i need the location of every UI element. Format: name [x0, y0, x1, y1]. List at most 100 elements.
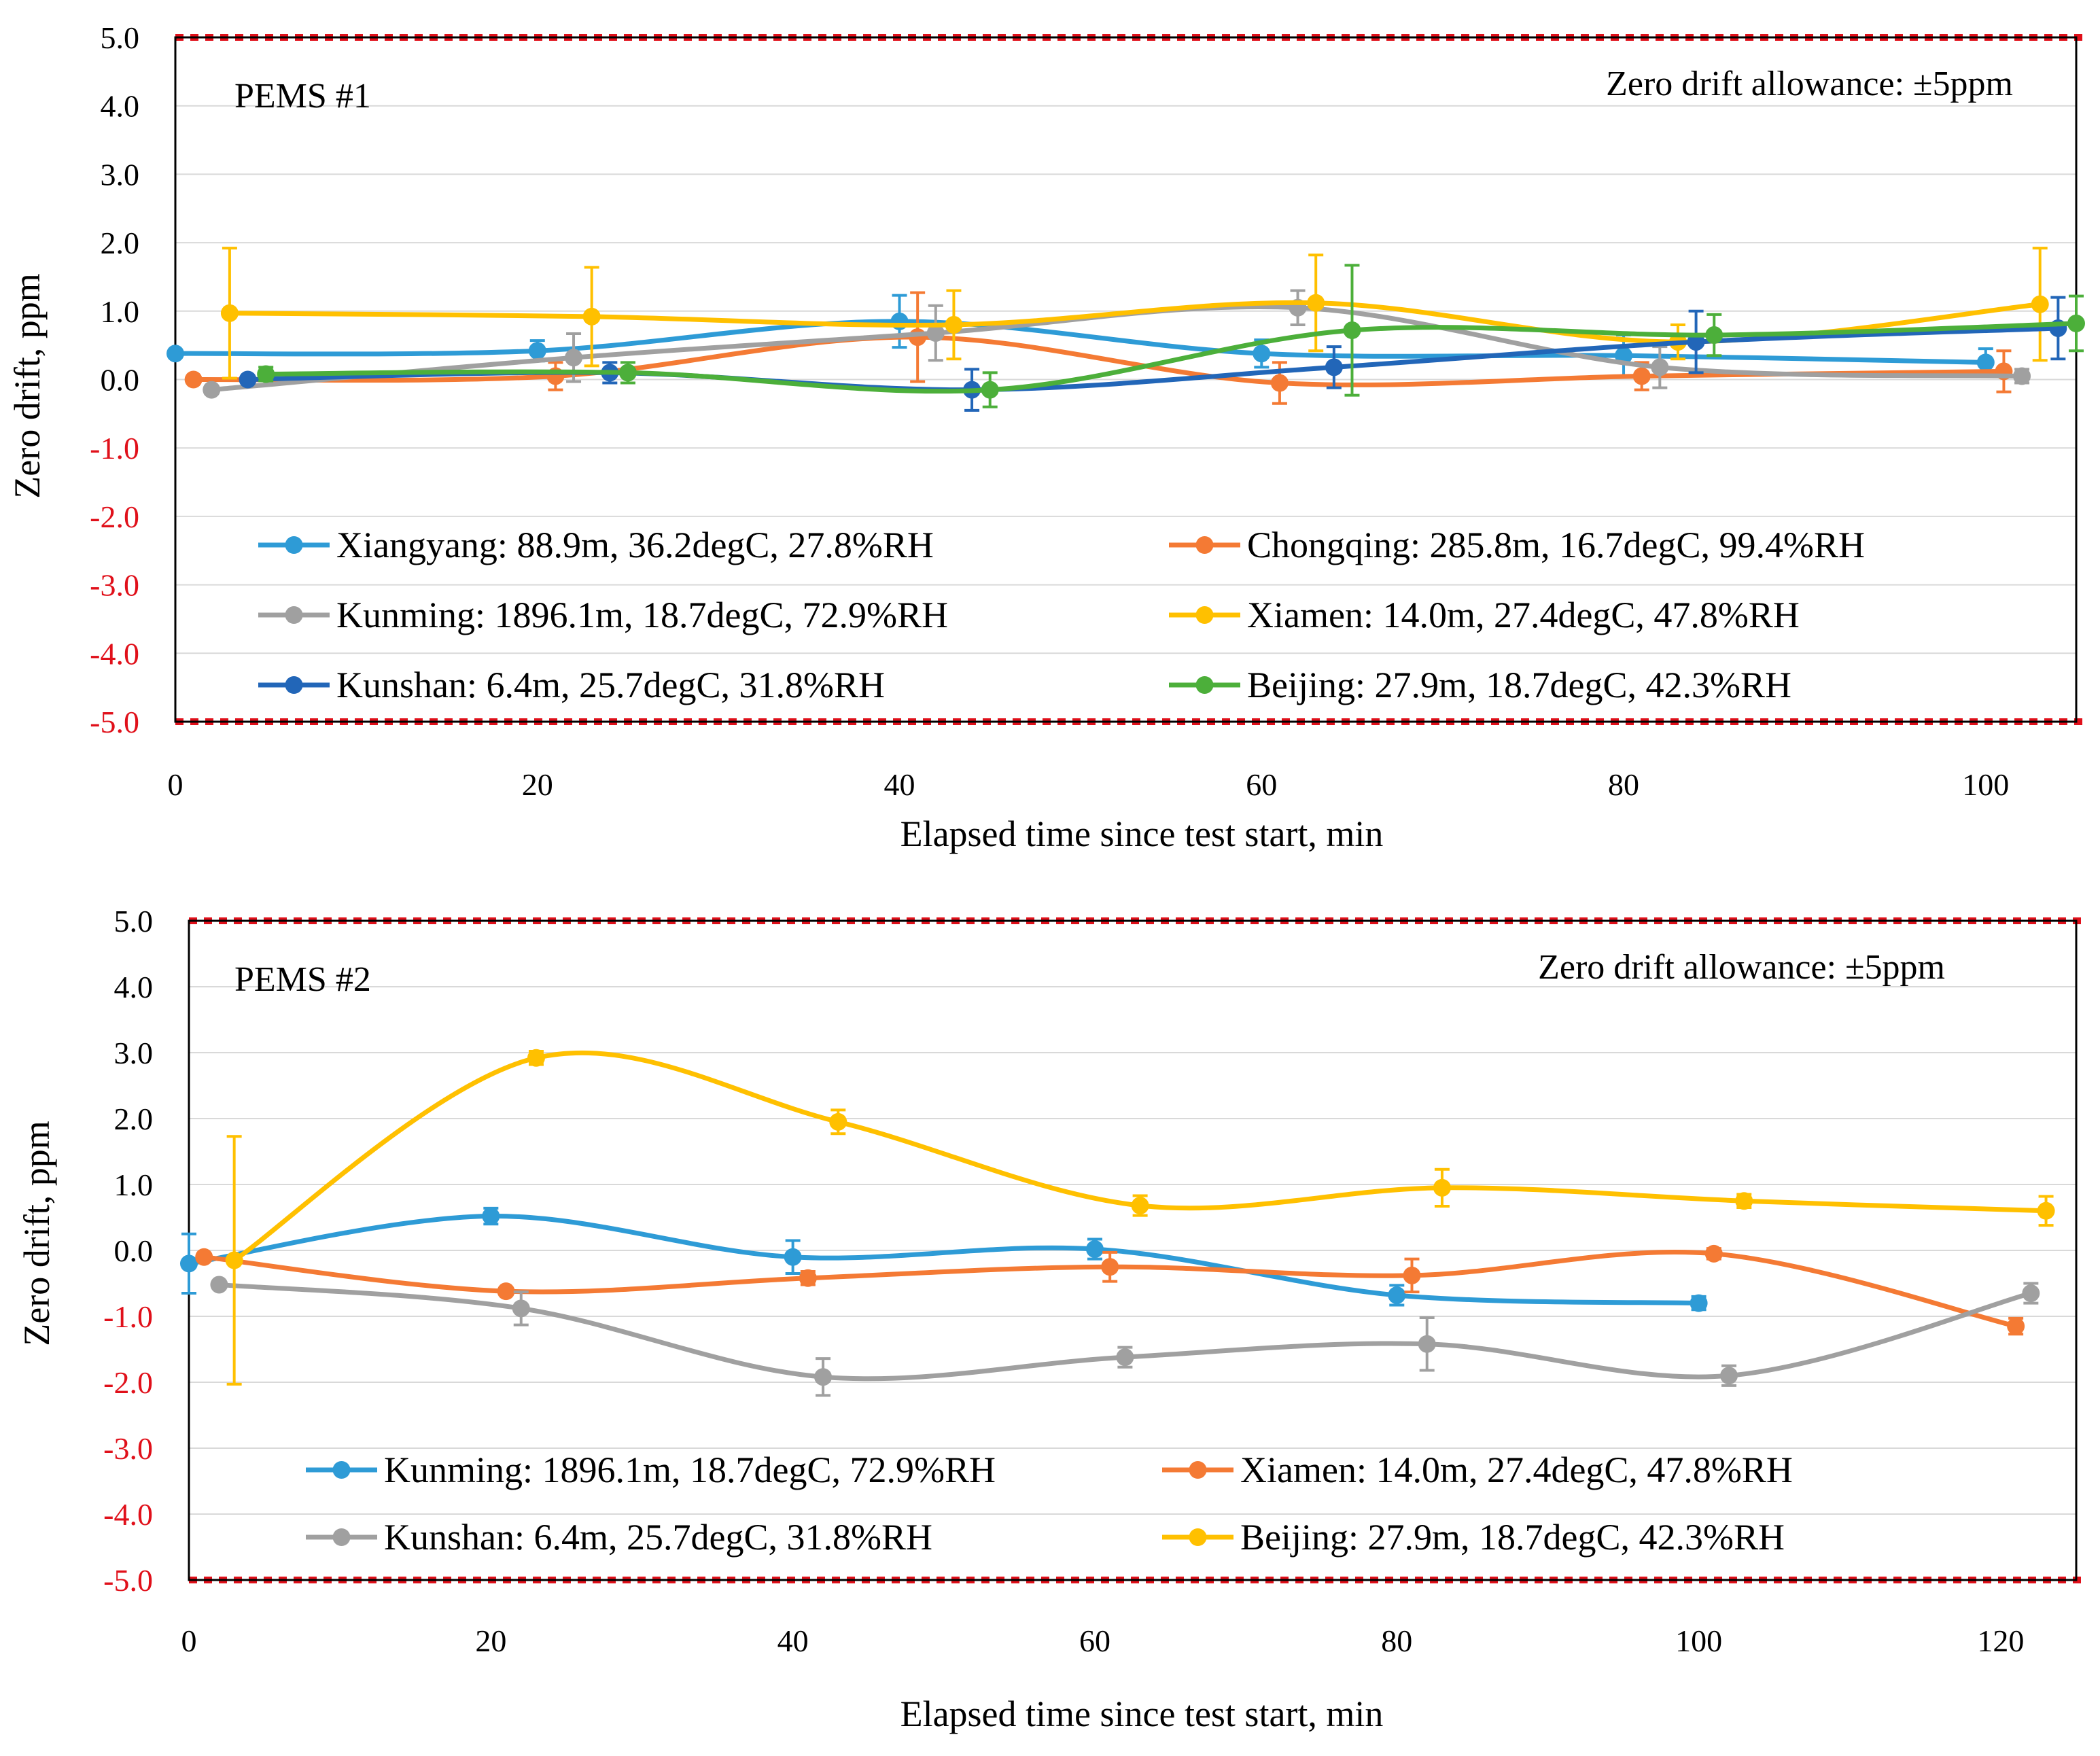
data-point	[618, 364, 637, 382]
chart-pems-2: 5.0 4.0 3.0 2.0 1.0 0.0 -1.0 -2.0 -3.0 -4.0 -5.0 0…	[16, 904, 2083, 1734]
y-tick-label: 1.0	[101, 294, 140, 329]
y-tick-label: 0.0	[101, 363, 140, 398]
data-point	[829, 1112, 847, 1131]
y-tick-label: 5.0	[114, 904, 154, 938]
data-point	[1690, 1294, 1708, 1312]
data-point	[512, 1299, 530, 1318]
data-point	[1687, 333, 1705, 351]
data-point	[1085, 1240, 1104, 1259]
legend-label: Kunming: 1896.1m, 18.7degC, 72.9%RH	[336, 595, 948, 635]
legend-label: Xiamen: 14.0m, 27.4degC, 47.8%RH	[1247, 595, 1800, 635]
legend: Kunming: 1896.1m, 18.7degC, 72.9%RH Xiame…	[306, 1450, 1793, 1558]
series-line	[263, 321, 2079, 394]
data-point	[239, 370, 257, 389]
data-point	[1325, 358, 1343, 376]
series-2	[210, 1276, 2040, 1397]
x-tick-label: 60	[1246, 767, 1277, 802]
legend-item: Xiamen: 14.0m, 27.4degC, 47.8%RH	[1169, 595, 1800, 635]
data-point	[784, 1248, 802, 1266]
data-point	[2067, 314, 2085, 332]
data-point	[482, 1207, 500, 1225]
x-axis-label: Elapsed time since test start, min	[900, 813, 1384, 854]
y-tick-label: -1.0	[103, 1299, 153, 1334]
data-point	[1101, 1258, 1119, 1276]
allowance-annotation: Zero drift allowance: ±5ppm	[1606, 65, 2013, 103]
x-tick-label: 80	[1381, 1623, 1412, 1658]
y-tick-labels: 5.0 4.0 3.0 2.0 1.0 0.0 -1.0 -2.0 -3.0 -4.0 -5.0	[90, 20, 139, 739]
legend-label: Kunshan: 6.4m, 25.7degC, 31.8%RH	[384, 1517, 932, 1558]
data-point	[203, 381, 221, 399]
data-point	[926, 324, 945, 343]
series-0	[180, 1206, 1708, 1312]
legend-item: Xiangyang: 88.9m, 36.2degC, 27.8%RH	[258, 525, 934, 565]
data-point	[2007, 1317, 2025, 1335]
allowance-annotation: Zero drift allowance: ±5ppm	[1538, 948, 1945, 987]
data-point	[497, 1282, 515, 1301]
series-group	[167, 247, 2085, 412]
y-tick-label: 1.0	[114, 1167, 154, 1202]
data-point	[1270, 374, 1289, 392]
legend-swatch-marker	[1189, 1461, 1207, 1479]
data-point	[890, 312, 909, 330]
legend-label: Xiangyang: 88.9m, 36.2degC, 27.8%RH	[336, 525, 934, 565]
legend-label: Kunming: 1896.1m, 18.7degC, 72.9%RH	[384, 1450, 996, 1490]
series-line	[186, 1214, 1702, 1306]
series-line	[232, 1050, 2049, 1263]
data-point	[1307, 294, 1325, 312]
chart-pems-1: 5.0 4.0 3.0 2.0 1.0 0.0 -1.0 -2.0 -3.0 -4.0 -5.0 0…	[7, 20, 2085, 854]
data-point	[2022, 1284, 2040, 1303]
y-tick-label: -1.0	[90, 431, 139, 466]
y-tick-label: -3.0	[90, 568, 139, 603]
y-tick-label: 0.0	[114, 1233, 154, 1268]
data-point	[1651, 358, 1669, 376]
x-tick-label: 0	[181, 1623, 197, 1658]
y-axis-label: Zero drift, ppm	[16, 1121, 57, 1346]
data-point	[1131, 1197, 1149, 1215]
y-tick-label: 4.0	[101, 89, 140, 124]
x-tick-label: 60	[1079, 1623, 1110, 1658]
data-point	[210, 1276, 228, 1294]
y-tick-label: 5.0	[101, 20, 140, 55]
data-point	[1705, 326, 1723, 345]
y-tick-label: 3.0	[101, 157, 140, 192]
data-point	[799, 1269, 817, 1287]
data-point	[180, 1254, 198, 1273]
data-point	[528, 342, 546, 360]
legend-swatch-marker	[285, 536, 303, 554]
legend-swatch-marker	[332, 1528, 351, 1546]
data-point	[2037, 1201, 2055, 1220]
data-point	[1403, 1266, 1421, 1284]
legend-item: Kunming: 1896.1m, 18.7degC, 72.9%RH	[258, 595, 948, 635]
chart-title: PEMS #1	[234, 77, 371, 116]
x-axis-label: Elapsed time since test start, min	[900, 1693, 1384, 1734]
legend: Xiangyang: 88.9m, 36.2degC, 27.8%RH Chong…	[258, 525, 1865, 705]
legend-swatch-marker	[285, 606, 303, 624]
data-point	[2031, 295, 2049, 313]
series-5	[257, 264, 2085, 408]
y-tick-label: -2.0	[103, 1365, 153, 1400]
x-tick-labels: 0 20 40 60 80 100	[168, 767, 2010, 802]
y-tick-label: 3.0	[114, 1036, 154, 1070]
x-tick-label: 40	[884, 767, 915, 802]
data-point	[167, 345, 184, 363]
legend-swatch-marker	[1195, 536, 1214, 554]
data-point	[184, 370, 203, 389]
series-1	[195, 1244, 2025, 1336]
data-point	[225, 1251, 243, 1269]
y-tick-label: 2.0	[101, 226, 140, 260]
data-point	[582, 307, 601, 326]
y-tick-label: 2.0	[114, 1102, 154, 1136]
data-point	[1704, 1244, 1723, 1263]
legend-item: Kunming: 1896.1m, 18.7degC, 72.9%RH	[306, 1450, 996, 1490]
x-tick-label: 20	[475, 1623, 506, 1658]
x-tick-label: 0	[168, 767, 183, 802]
x-tick-label: 100	[1675, 1623, 1722, 1658]
legend-swatch-marker	[285, 676, 303, 694]
x-tick-labels: 0 20 40 60 80 100 120	[181, 1623, 2025, 1658]
legend-label: Beijing: 27.9m, 18.7degC, 42.3%RH	[1247, 665, 1791, 705]
legend-item: Beijing: 27.9m, 18.7degC, 42.3%RH	[1169, 665, 1791, 705]
data-point	[814, 1368, 833, 1386]
legend-swatch-marker	[1195, 606, 1214, 624]
chart-title: PEMS #2	[234, 960, 371, 999]
